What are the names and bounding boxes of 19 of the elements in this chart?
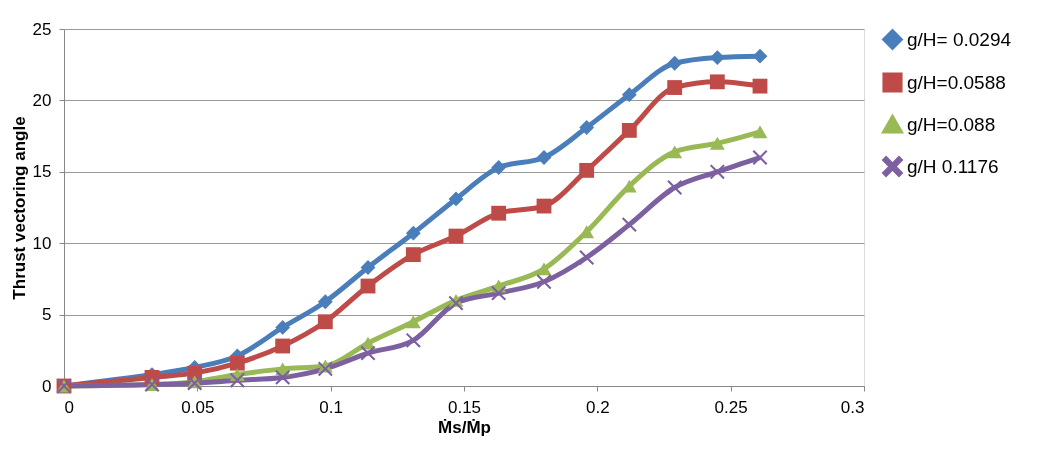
x-tick-label: 0.2 bbox=[586, 397, 610, 417]
y-tick-label: 25 bbox=[32, 19, 52, 39]
y-tick-label: 0 bbox=[42, 376, 52, 396]
x-tick-label: 0 bbox=[64, 397, 74, 417]
y-tick-label: 5 bbox=[42, 305, 52, 325]
legend-label: g/H= 0.0294 bbox=[907, 28, 1012, 50]
x-tick-label: 0.25 bbox=[714, 397, 748, 417]
y-axis-title: Thrust vectoring angle bbox=[9, 116, 29, 300]
legend-label: g/H=0.0588 bbox=[907, 71, 1006, 93]
y-tick-label: 10 bbox=[32, 233, 52, 253]
x-tick-label: 0.15 bbox=[447, 397, 482, 417]
x-tick-label: 0.05 bbox=[181, 397, 215, 417]
x-axis-title: Ṁs/Ṁp bbox=[438, 417, 491, 437]
x-tick-label: 0.3 bbox=[840, 397, 865, 417]
x-tick-label: 0.1 bbox=[319, 397, 343, 417]
y-tick-label: 20 bbox=[32, 90, 52, 110]
y-tick-label: 15 bbox=[32, 162, 52, 182]
legend-label: g/H=0.088 bbox=[907, 113, 996, 135]
legend-label: g/H 0.1176 bbox=[907, 155, 999, 177]
